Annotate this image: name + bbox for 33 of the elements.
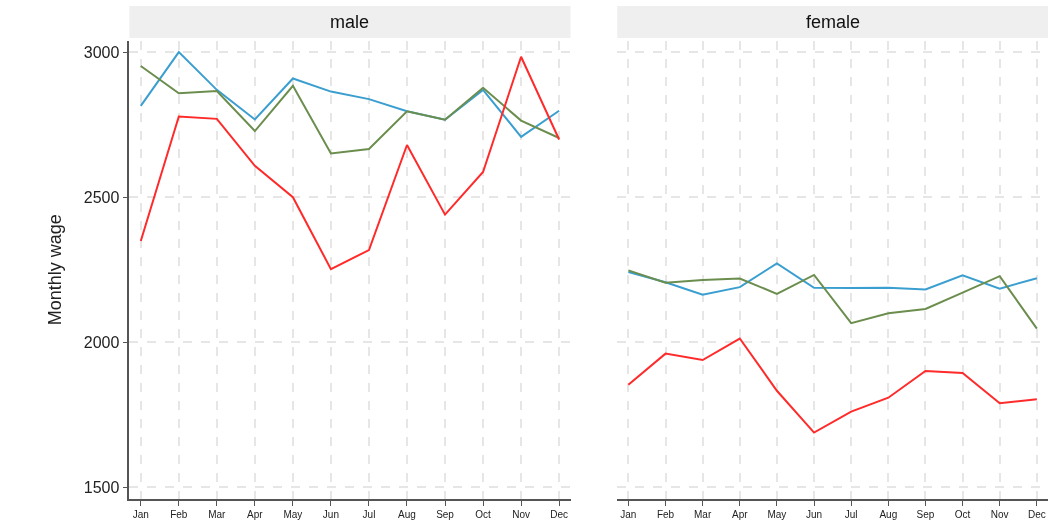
x-tick-label: Jan bbox=[620, 508, 637, 520]
x-tick-label: Apr bbox=[247, 508, 264, 520]
x-tick-label: Aug bbox=[398, 508, 416, 520]
line-series bbox=[139, 55, 561, 271]
x-tick-label: Feb bbox=[170, 508, 188, 520]
x-tick-label: Dec bbox=[550, 508, 569, 520]
x-tick-label: Mar bbox=[694, 508, 712, 520]
y-tick-label: 2500 bbox=[83, 188, 120, 206]
x-tick-label: Jul bbox=[362, 508, 376, 520]
chart-title: female bbox=[806, 12, 861, 32]
x-tick-label: Sep bbox=[916, 508, 935, 520]
x-tick-label: Jun bbox=[805, 508, 823, 520]
x-tick-label: Mar bbox=[208, 508, 227, 520]
line-series bbox=[139, 51, 561, 138]
x-tick-label: Dec bbox=[1027, 508, 1046, 520]
y-axis-title: Monthly wage bbox=[44, 214, 65, 326]
x-tick-label: Nov bbox=[990, 508, 1009, 520]
x-tick-label: Oct bbox=[954, 508, 971, 520]
x-tick-label: Oct bbox=[475, 508, 492, 520]
x-tick-label: Nov bbox=[512, 508, 530, 520]
x-tick-label: Feb bbox=[656, 508, 675, 520]
x-tick-label: Jan bbox=[132, 508, 149, 520]
x-tick-label: May bbox=[767, 508, 787, 520]
y-tick-label: 3000 bbox=[83, 43, 120, 61]
y-tick-label: 2000 bbox=[83, 333, 120, 351]
x-tick-label: Jul bbox=[844, 508, 858, 520]
x-tick-label: Apr bbox=[732, 508, 749, 520]
chart-title: male bbox=[330, 12, 370, 32]
y-tick-label: 1500 bbox=[83, 478, 120, 496]
x-tick-label: Sep bbox=[436, 508, 455, 520]
x-tick-label: May bbox=[283, 508, 303, 520]
x-tick-label: Jun bbox=[322, 508, 339, 520]
x-tick-label: Aug bbox=[879, 508, 898, 520]
